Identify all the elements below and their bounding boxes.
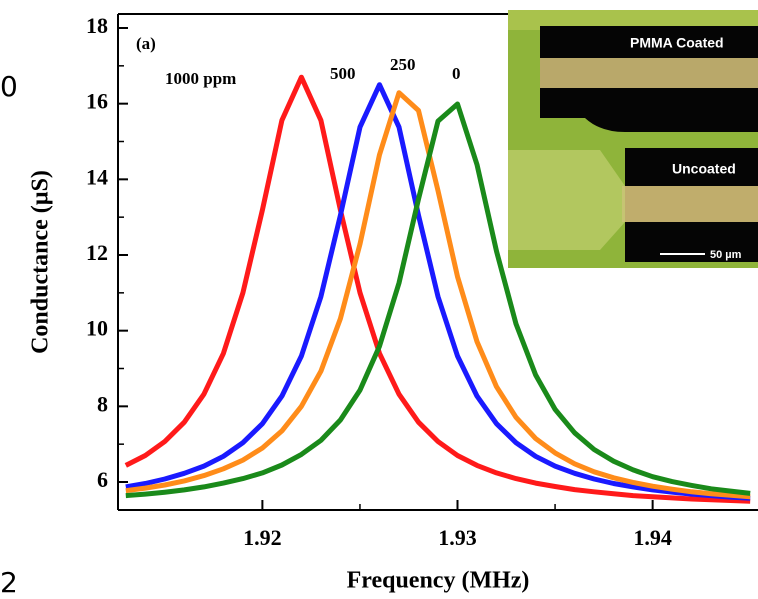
y-tick-label: 8 [97, 391, 108, 416]
series-label: 1000 ppm [165, 69, 236, 88]
y-tick-label: 16 [86, 89, 108, 114]
y-tick-label: 6 [97, 467, 108, 492]
plot-area [124, 74, 751, 504]
series-label: 500 [330, 64, 356, 83]
inset-label: PMMA Coated [630, 35, 724, 51]
cropped-text: 0 [0, 70, 18, 103]
x-tick-label: 1.94 [633, 525, 672, 550]
x-axis-title: Frequency (MHz) [347, 568, 530, 594]
inset-label: 50 µm [710, 249, 742, 261]
series-label: 250 [390, 55, 416, 74]
inset-electrode [540, 58, 758, 88]
y-tick-label: 14 [86, 164, 108, 189]
series-line [125, 90, 751, 500]
inset-region [508, 150, 625, 250]
inset-image: PMMA Coated Uncoated 50 µm [508, 10, 758, 268]
x-tick-label: 1.92 [243, 525, 282, 550]
series-line [125, 101, 751, 499]
series-line [124, 74, 751, 504]
y-tick-label: 10 [86, 316, 108, 341]
cropped-text: 2 [0, 566, 18, 599]
panel-label: (a) [136, 34, 156, 53]
inset-electrode [622, 186, 758, 222]
x-tick-label: 1.93 [438, 525, 477, 550]
y-axis-title: Conductance (µS) [28, 170, 54, 354]
inset-label: Uncoated [672, 161, 736, 177]
inset-region [508, 10, 758, 30]
series-label: 0 [452, 64, 461, 83]
y-tick-label: 12 [86, 240, 108, 265]
series-line [125, 82, 751, 501]
y-tick-label: 18 [86, 13, 108, 38]
